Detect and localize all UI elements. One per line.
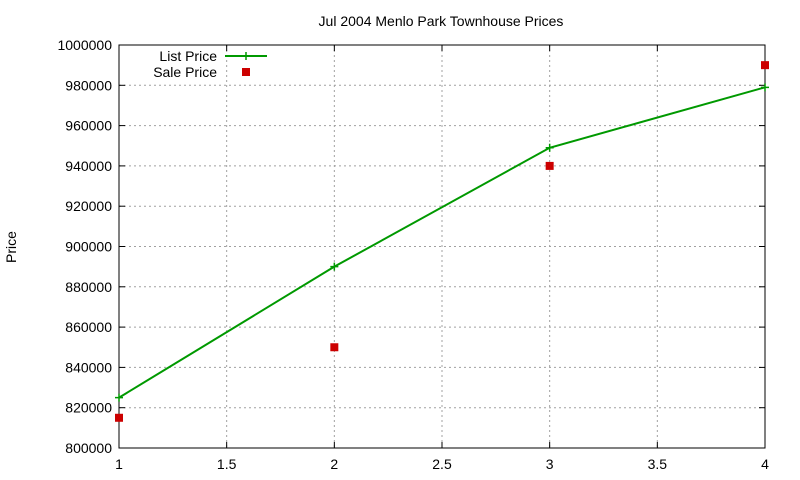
grid-lines	[119, 45, 765, 448]
legend-label: Sale Price	[153, 64, 217, 80]
x-tick-label: 3.5	[648, 456, 668, 472]
plot-series	[115, 61, 769, 422]
y-tick-label: 1000000	[57, 37, 112, 53]
sale-price-point	[761, 61, 769, 70]
sale-price-point	[115, 413, 123, 422]
x-tick-label: 3	[546, 456, 554, 472]
sale-price-point	[242, 68, 250, 76]
x-tick-label: 1.5	[217, 456, 237, 472]
x-tick-label: 2.5	[432, 456, 452, 472]
x-tick-label: 2	[330, 456, 338, 472]
chart-title: Jul 2004 Menlo Park Townhouse Prices	[319, 13, 564, 29]
list-price-line	[118, 86, 766, 399]
x-tick-label: 4	[761, 456, 769, 472]
y-tick-label: 800000	[65, 440, 112, 456]
y-tick-label: 820000	[65, 400, 112, 416]
list-price-point	[242, 52, 250, 60]
list-price-point	[761, 83, 769, 92]
y-tick-label: 860000	[65, 319, 112, 335]
sale-price-point	[545, 161, 554, 170]
y-tick-label: 960000	[65, 118, 112, 134]
y-tick-label: 920000	[65, 198, 112, 214]
y-tick-label: 980000	[65, 77, 112, 93]
list-price-point	[115, 393, 123, 402]
y-axis-label: Price	[3, 231, 19, 263]
x-tick-label: 1	[115, 456, 123, 472]
y-tick-label: 840000	[65, 359, 112, 375]
axes: 800000 820000 840000 860000 880000 900000 9200…	[57, 37, 769, 472]
y-tick-label: 940000	[65, 158, 112, 174]
list-price-point	[330, 262, 339, 271]
sale-price-point	[330, 343, 339, 352]
y-tick-label: 900000	[65, 239, 112, 255]
list-price-point	[545, 143, 554, 152]
legend-label: List Price	[159, 48, 217, 64]
y-tick-label: 880000	[65, 279, 112, 295]
